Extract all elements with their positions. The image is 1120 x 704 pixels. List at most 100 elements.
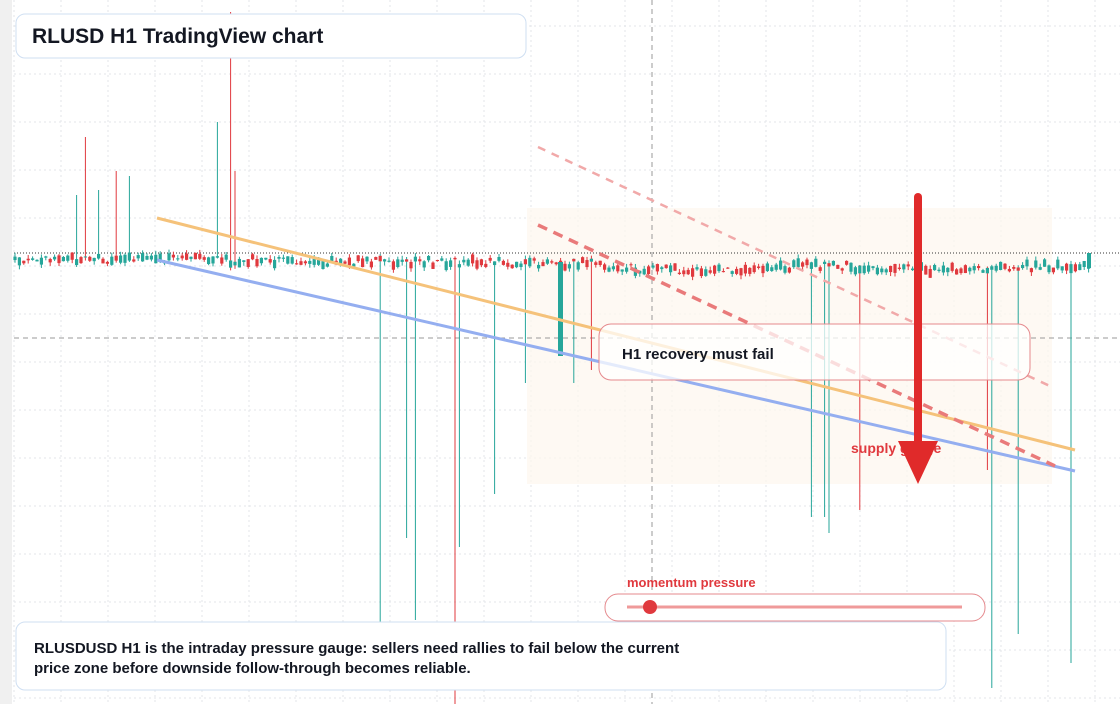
- candle-body: [422, 261, 426, 268]
- candle-body: [110, 256, 114, 265]
- candle-body: [598, 260, 602, 266]
- candle-body: [493, 261, 497, 266]
- candle-body: [805, 259, 809, 266]
- candle-body: [273, 259, 277, 269]
- candle-body: [770, 267, 774, 272]
- candle-body: [70, 252, 74, 260]
- candle-body: [75, 259, 79, 266]
- candle-body: [369, 261, 373, 268]
- candle-body: [35, 259, 39, 262]
- candle-body: [114, 255, 118, 261]
- candle-body: [242, 260, 246, 262]
- candle-body: [990, 266, 994, 270]
- candle-body: [550, 261, 554, 263]
- candle-body: [792, 260, 796, 268]
- candle-body: [1073, 264, 1077, 272]
- candle-body: [88, 256, 92, 261]
- candle-body: [567, 264, 571, 269]
- summary-line: RLUSDUSD H1 is the intraday pressure gau…: [34, 640, 679, 657]
- candle-body: [145, 255, 149, 260]
- candle-body: [1016, 267, 1020, 271]
- candle-body: [330, 255, 334, 262]
- candle-body: [849, 262, 853, 272]
- candle-body: [497, 256, 501, 261]
- candle-body: [1007, 268, 1011, 272]
- momentum-knob: [643, 600, 657, 614]
- candle-body: [136, 255, 140, 259]
- candle-body: [207, 257, 211, 265]
- candle-body: [695, 267, 699, 270]
- candle-body: [620, 269, 624, 272]
- candle-body: [264, 257, 268, 260]
- recovery-label: H1 recovery must fail: [622, 346, 774, 363]
- candle-body: [233, 261, 237, 266]
- candle-body: [119, 255, 123, 263]
- title: RLUSD H1 TradingView chart: [32, 25, 323, 48]
- candle-body: [193, 252, 197, 260]
- candle-body: [611, 266, 615, 270]
- candle-body: [515, 261, 519, 268]
- candle-body: [642, 268, 646, 275]
- candle-body: [853, 267, 857, 275]
- candle-body: [1038, 267, 1042, 270]
- candle-body: [123, 254, 127, 263]
- candle-body: [391, 261, 395, 270]
- candle-body: [519, 263, 523, 268]
- candle-body: [818, 267, 822, 271]
- candle-body: [1047, 265, 1051, 273]
- candle-body: [189, 256, 193, 259]
- candle-body: [897, 267, 901, 269]
- left-strip: [0, 0, 12, 704]
- candle-body: [180, 255, 184, 259]
- candle-body: [167, 253, 171, 261]
- candle-body: [739, 268, 743, 276]
- candle-body: [299, 261, 303, 265]
- candle-body: [365, 256, 369, 262]
- candle-body: [308, 260, 312, 264]
- candle-body: [277, 257, 281, 259]
- candle-body: [871, 266, 875, 269]
- candle-body: [713, 265, 717, 274]
- candle-body: [787, 267, 791, 273]
- candle-body: [809, 262, 813, 269]
- candle-body: [13, 256, 17, 261]
- candle-body: [83, 256, 87, 258]
- candle-body: [638, 270, 642, 274]
- candle-body: [845, 260, 849, 265]
- recovery-box: [598, 323, 1031, 381]
- candle-body: [1060, 266, 1064, 271]
- candle-body: [616, 265, 620, 272]
- candle-body: [541, 262, 545, 267]
- candle-body: [563, 263, 567, 271]
- candle-body: [858, 265, 862, 274]
- candle-body: [259, 257, 263, 264]
- candle-body: [268, 259, 272, 263]
- candle-body: [704, 269, 708, 276]
- candle-body: [449, 260, 453, 267]
- candle-body: [761, 265, 765, 274]
- summary-box: [15, 621, 947, 691]
- candle-body: [347, 257, 351, 266]
- candle-body: [325, 263, 329, 267]
- candle-body: [352, 263, 356, 267]
- candle-body: [281, 257, 285, 259]
- candle-body: [387, 260, 391, 262]
- candle-body: [378, 255, 382, 262]
- candle-body: [585, 260, 589, 268]
- candle-body: [66, 255, 70, 261]
- candle-body: [506, 262, 510, 267]
- candle-body: [501, 260, 505, 265]
- candle-body: [215, 256, 219, 258]
- candle-body: [730, 271, 734, 274]
- candle-body: [251, 254, 255, 260]
- candle-body: [79, 257, 83, 264]
- candle-body: [774, 264, 778, 270]
- candle-body: [339, 258, 343, 265]
- candle-body: [356, 255, 360, 262]
- summary-line: price zone before downside follow-throug…: [34, 660, 471, 677]
- candle-body: [224, 254, 228, 260]
- candle-body: [831, 260, 835, 266]
- candle-body: [488, 257, 492, 261]
